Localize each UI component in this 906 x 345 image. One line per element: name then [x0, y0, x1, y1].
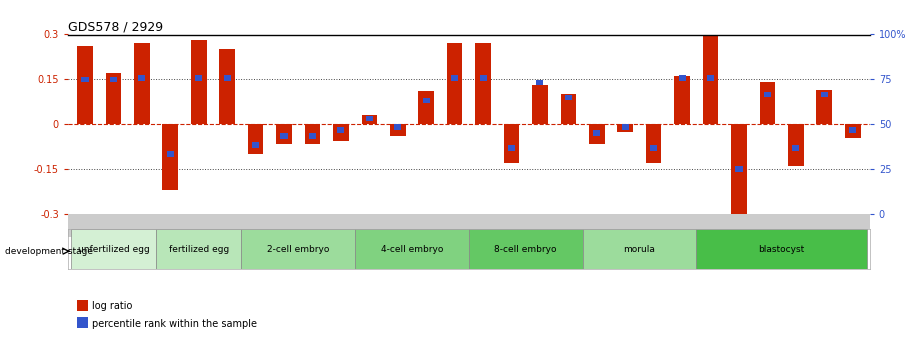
Bar: [361, 115, 377, 124]
Text: development stage: development stage: [5, 247, 92, 256]
Bar: [419, 91, 434, 124]
Bar: [617, 124, 633, 132]
Bar: [252, 142, 259, 148]
Bar: [622, 125, 629, 130]
Bar: [561, 94, 576, 124]
Bar: [195, 75, 202, 80]
Bar: [106, 73, 121, 124]
Bar: [646, 124, 661, 163]
Text: unfertilized egg: unfertilized egg: [78, 245, 149, 254]
Bar: [247, 124, 264, 154]
Text: 2-cell embryo: 2-cell embryo: [267, 245, 330, 254]
Bar: [366, 116, 373, 121]
Bar: [156, 229, 241, 269]
Bar: [476, 43, 491, 124]
Bar: [651, 146, 657, 151]
Bar: [191, 40, 207, 124]
Bar: [845, 124, 861, 138]
Bar: [849, 128, 856, 133]
Text: blastocyst: blastocyst: [758, 245, 805, 254]
Bar: [821, 92, 828, 97]
Bar: [281, 134, 287, 139]
Bar: [304, 124, 321, 144]
Bar: [697, 229, 867, 269]
Bar: [674, 76, 690, 124]
Bar: [447, 43, 462, 124]
Text: 8-cell embryo: 8-cell embryo: [495, 245, 557, 254]
Bar: [731, 124, 747, 214]
Bar: [224, 75, 231, 80]
Bar: [759, 82, 776, 124]
Bar: [71, 229, 156, 269]
Bar: [788, 124, 804, 166]
Bar: [589, 124, 604, 144]
Bar: [110, 77, 117, 82]
Bar: [536, 80, 544, 85]
Bar: [479, 75, 487, 80]
Bar: [355, 229, 468, 269]
Bar: [162, 124, 178, 190]
Text: GDS578 / 2929: GDS578 / 2929: [68, 20, 163, 33]
Bar: [532, 85, 548, 124]
Bar: [423, 98, 429, 103]
Bar: [394, 125, 401, 130]
Bar: [241, 229, 355, 269]
Bar: [219, 49, 235, 124]
Bar: [309, 134, 316, 139]
Text: percentile rank within the sample: percentile rank within the sample: [92, 319, 257, 328]
Bar: [134, 43, 149, 124]
Bar: [703, 36, 718, 124]
Bar: [82, 77, 89, 82]
Bar: [469, 229, 583, 269]
Bar: [77, 47, 92, 124]
Text: morula: morula: [623, 245, 655, 254]
Bar: [451, 75, 458, 80]
Bar: [139, 75, 146, 80]
Bar: [816, 90, 832, 124]
Bar: [679, 75, 686, 80]
Bar: [764, 92, 771, 97]
Bar: [68, 227, 864, 237]
Text: log ratio: log ratio: [92, 302, 133, 311]
Bar: [792, 146, 799, 151]
Bar: [508, 146, 515, 151]
Bar: [390, 124, 406, 136]
Bar: [504, 124, 519, 163]
Bar: [276, 124, 292, 144]
Bar: [593, 130, 601, 136]
Bar: [583, 229, 697, 269]
Text: fertilized egg: fertilized egg: [169, 245, 229, 254]
Text: 4-cell embryo: 4-cell embryo: [381, 245, 443, 254]
Bar: [337, 128, 344, 133]
Bar: [333, 124, 349, 141]
Bar: [736, 166, 743, 172]
Bar: [167, 151, 174, 157]
Bar: [564, 95, 572, 100]
Bar: [707, 75, 714, 80]
